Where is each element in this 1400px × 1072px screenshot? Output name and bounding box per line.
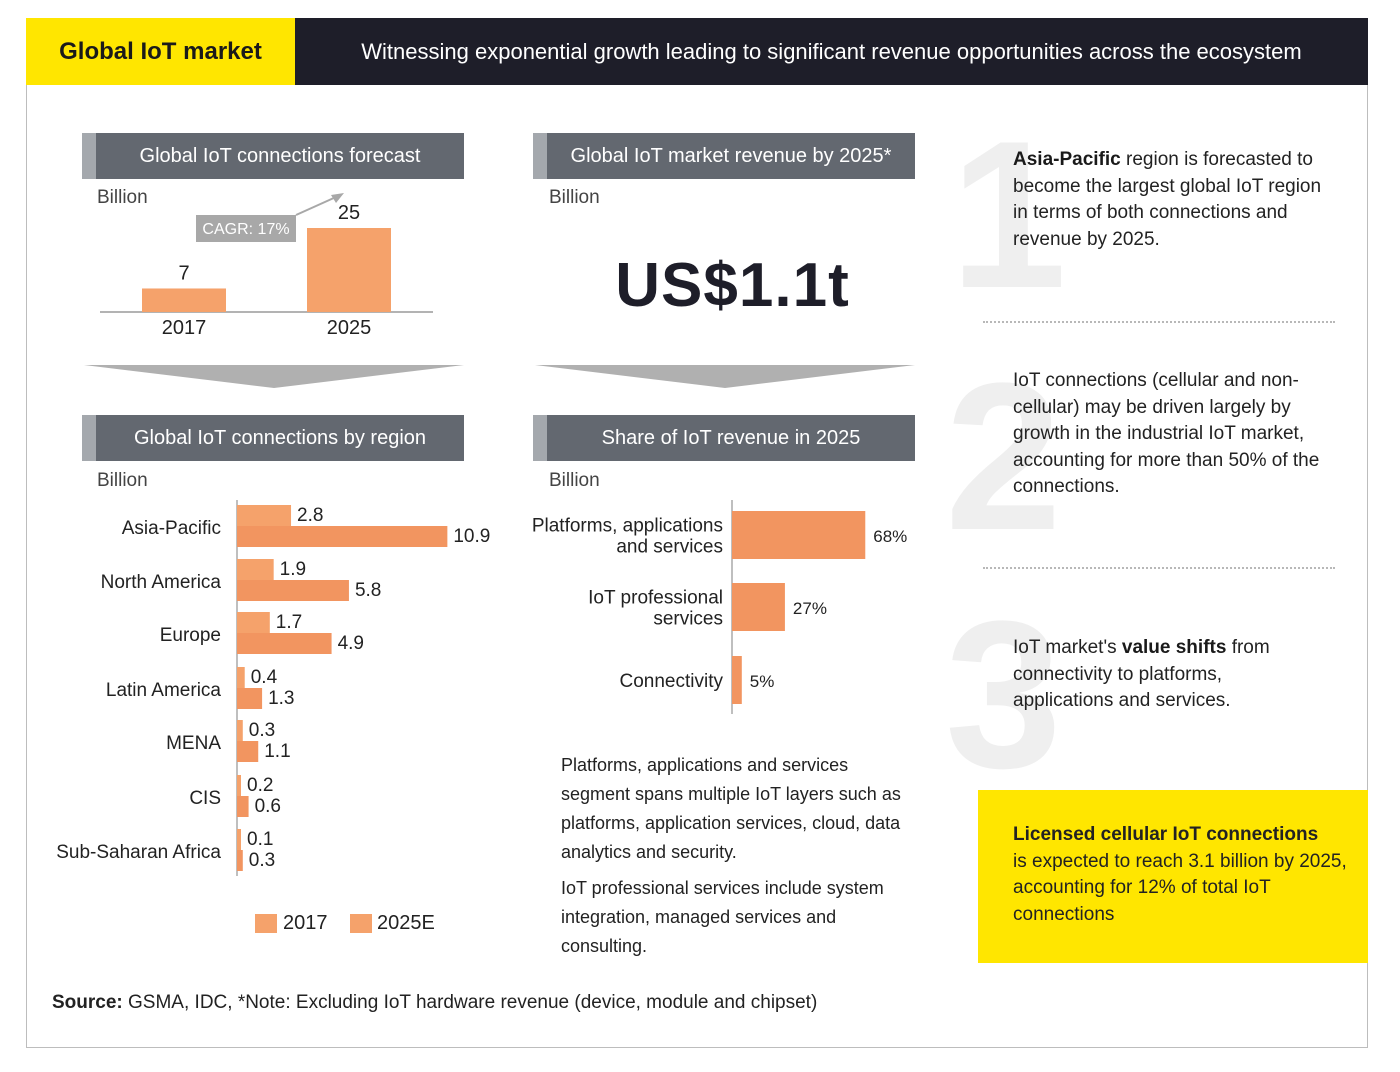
region-value-label: 0.3 [249, 720, 275, 741]
note-professional-services: IoT professional services include system… [561, 878, 884, 956]
callout-bold: Licensed cellular IoT connections [1013, 824, 1319, 845]
share-bar [732, 511, 866, 559]
insight-numeral-3: 3 [945, 577, 1062, 812]
insight-numeral-2: 2 [945, 339, 1062, 574]
down-arrow-left [84, 365, 464, 388]
cagr-arrow-head [331, 193, 344, 203]
connections-forecast-title: Global IoT connections forecast [82, 133, 464, 179]
share-category-label: Platforms, applications [532, 516, 723, 537]
region-value-label: 2.8 [297, 505, 323, 526]
insight-1-text: region is forecasted to become the large… [1013, 149, 1322, 250]
legend-swatch-2025e [350, 914, 372, 933]
region-bar-2017 [237, 829, 241, 850]
region-bar-2017 [237, 612, 270, 633]
region-bar-2025E [237, 850, 243, 871]
page-subtitle: Witnessing exponential growth leading to… [295, 18, 1368, 85]
share-chart-title: Share of IoT revenue in 2025 [533, 415, 915, 461]
region-bar-2017 [237, 667, 245, 688]
region-value-label: 0.2 [247, 775, 273, 796]
insight-3-bold: value shifts [1121, 637, 1227, 658]
region-bar-2025E [237, 580, 349, 601]
cagr-badge [196, 215, 296, 242]
forecast-category-label: 2017 [162, 317, 207, 339]
forecast-bar-2025 [307, 228, 391, 312]
share-bar [732, 583, 785, 631]
source-line: Source: GSMA, IDC, *Note: Excluding IoT … [52, 992, 817, 1014]
region-category-label: CIS [189, 788, 221, 809]
cagr-label: CAGR: 17% [202, 221, 289, 238]
share-bar [732, 656, 742, 704]
revenue-value: US$1.1t [615, 251, 850, 320]
region-bar-2017 [237, 505, 292, 526]
revenue-unit: Billion [549, 187, 600, 208]
region-bar-2025E [237, 526, 448, 547]
forecast-bar-2017 [142, 288, 226, 312]
legend-label-2017: 2017 [283, 912, 328, 934]
share-chart-unit: Billion [549, 470, 600, 491]
divider-2 [983, 567, 1335, 569]
down-arrow-right [535, 365, 915, 388]
region-category-label: Asia-Pacific [122, 518, 221, 539]
insight-1: Asia-Pacific region is forecasted to bec… [1013, 147, 1323, 253]
region-value-label: 1.1 [264, 741, 290, 762]
legend-swatch-2017 [255, 914, 277, 933]
source-label: Source: [52, 992, 123, 1013]
page-title: Global IoT market [26, 18, 295, 85]
divider-1 [983, 321, 1335, 323]
region-bar-2025E [237, 741, 259, 762]
region-value-label: 0.3 [249, 850, 275, 871]
callout-text: is expected to reach 3.1 billion by 2025… [1013, 850, 1347, 925]
region-bar-2025E [237, 633, 332, 654]
region-bar-2025E [237, 688, 263, 709]
source-text: GSMA, IDC, *Note: Excluding IoT hardware… [122, 992, 818, 1013]
region-category-label: Sub-Saharan Africa [56, 842, 221, 863]
share-value-label: 27% [793, 599, 827, 618]
region-category-label: Latin America [106, 680, 222, 701]
region-bar-2025E [237, 796, 249, 817]
region-value-label: 0.4 [251, 667, 278, 688]
region-value-label: 4.9 [338, 633, 364, 654]
region-bar-2017 [237, 720, 243, 741]
region-value-label: 0.1 [247, 829, 273, 850]
region-value-label: 1.3 [268, 688, 294, 709]
share-value-label: 5% [750, 672, 775, 691]
region-value-label: 5.8 [355, 580, 381, 601]
insight-3-text: from connectivity to platforms, applicat… [1013, 637, 1270, 711]
legend-label-2025e: 2025E [377, 912, 435, 934]
note-platforms: Platforms, applications and services seg… [561, 755, 901, 862]
share-category-label: services [653, 609, 723, 630]
region-bar-2017 [237, 559, 274, 580]
share-category-label: Connectivity [620, 671, 724, 692]
share-value-label: 68% [873, 527, 907, 546]
revenue-title: Global IoT market revenue by 2025* [533, 133, 915, 179]
share-category-label: and services [616, 537, 723, 558]
share-category-label: IoT professional [588, 588, 723, 609]
connections-forecast-unit: Billion [97, 187, 148, 208]
forecast-value-label: 25 [338, 202, 360, 224]
insight-2: IoT connections (cellular and non-cellul… [1013, 370, 1320, 497]
insight-numeral-1: 1 [950, 97, 1067, 332]
region-value-label: 10.9 [453, 526, 490, 547]
forecast-category-label: 2025 [327, 317, 372, 339]
region-category-label: Europe [160, 625, 221, 646]
region-value-label: 1.7 [276, 612, 302, 633]
forecast-value-label: 7 [178, 262, 189, 284]
insight-1-bold: Asia-Pacific [1013, 149, 1121, 170]
callout-box: Licensed cellular IoT connections is expe… [978, 790, 1368, 963]
region-value-label: 1.9 [280, 559, 306, 580]
region-chart-title: Global IoT connections by region [82, 415, 464, 461]
insight-3: IoT market's value shifts from connectiv… [1013, 635, 1323, 715]
cagr-arrow-line [295, 196, 337, 216]
insight-3-pre: IoT market's [1013, 637, 1122, 658]
region-category-label: MENA [166, 733, 221, 754]
region-bar-2017 [237, 775, 241, 796]
region-category-label: North America [101, 572, 222, 593]
region-chart-unit: Billion [97, 470, 148, 491]
region-value-label: 0.6 [255, 796, 281, 817]
